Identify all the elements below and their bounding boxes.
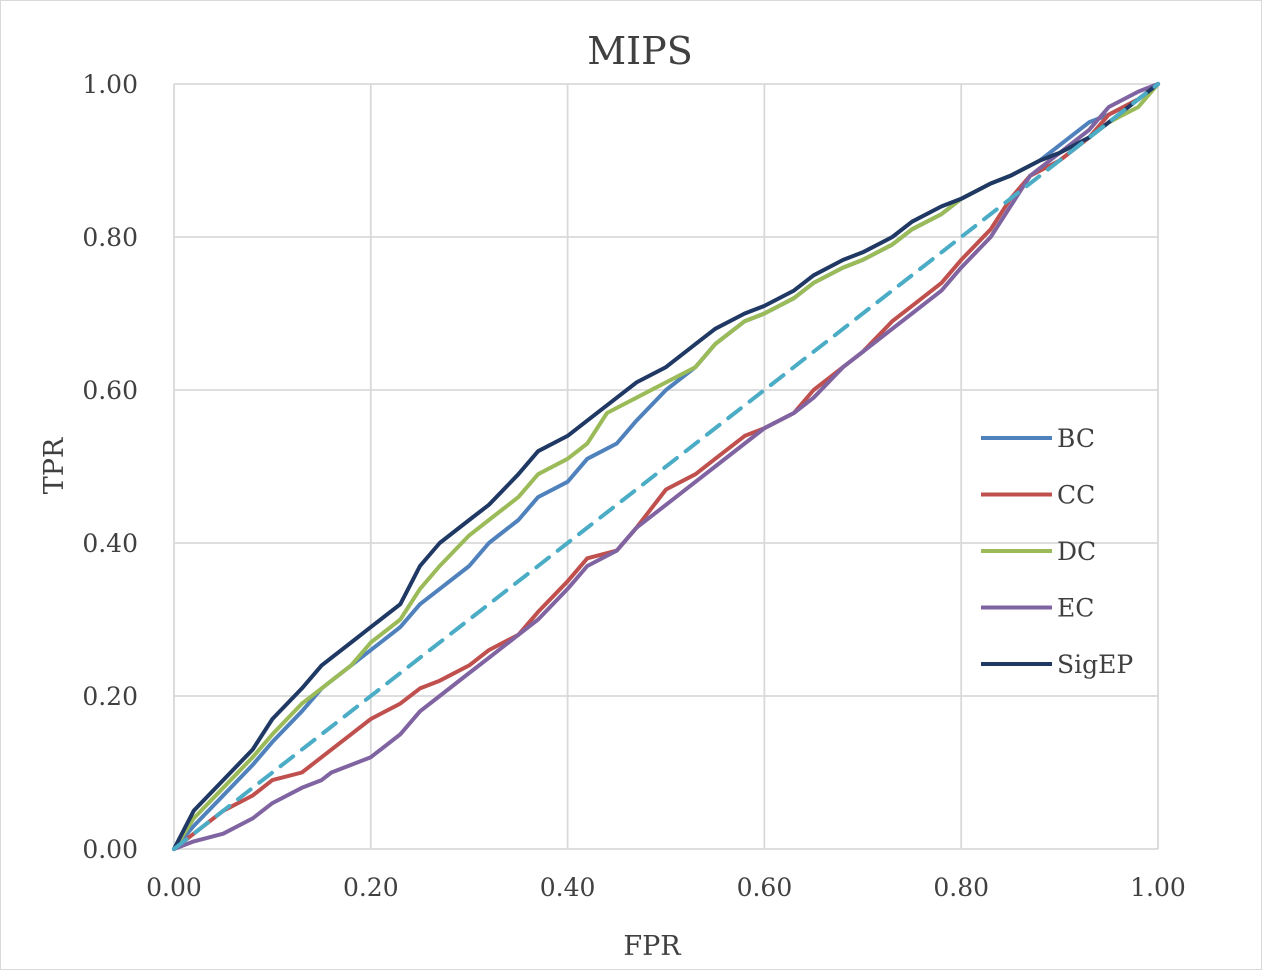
- y-tick-label: 0.60: [82, 376, 138, 405]
- x-tick-label: 1.00: [1130, 873, 1186, 902]
- series-line-ec: [172, 82, 1160, 851]
- x-tick-label: 0.00: [146, 873, 202, 902]
- legend-label-cc: CC: [1057, 481, 1095, 510]
- x-tick-label: 0.40: [540, 873, 596, 902]
- x-tick-label: 0.80: [933, 873, 989, 902]
- series-lines: [172, 82, 1160, 851]
- x-tick-label: 0.20: [343, 873, 399, 902]
- y-tick-label: 1.00: [82, 70, 138, 99]
- legend-label-sigep: SigEP: [1057, 650, 1133, 679]
- y-tick-label: 0.40: [82, 529, 138, 558]
- x-axis-label: FPR: [623, 931, 681, 962]
- series-line-cc: [172, 82, 1160, 851]
- chart-title: MIPS: [587, 29, 693, 73]
- y-axis-label: TPR: [39, 437, 70, 494]
- y-tick-label: 0.00: [82, 835, 138, 864]
- y-tick-label: 0.80: [82, 223, 138, 252]
- legend-label-bc: BC: [1057, 424, 1095, 453]
- legend: BC CC DC EC SigEP: [981, 424, 1133, 679]
- legend-label-ec: EC: [1057, 594, 1094, 623]
- y-tick-label: 0.20: [82, 682, 138, 711]
- legend-label-dc: DC: [1057, 537, 1096, 566]
- series-line-sigep: [172, 82, 1160, 851]
- x-tick-label: 0.60: [737, 873, 793, 902]
- series-line-diagonal-reference: [172, 82, 1160, 851]
- tick-labels: 0.00 0.20 0.40 0.60 0.80 1.00 0.00 0.20 0.40 0.60…: [82, 70, 1186, 902]
